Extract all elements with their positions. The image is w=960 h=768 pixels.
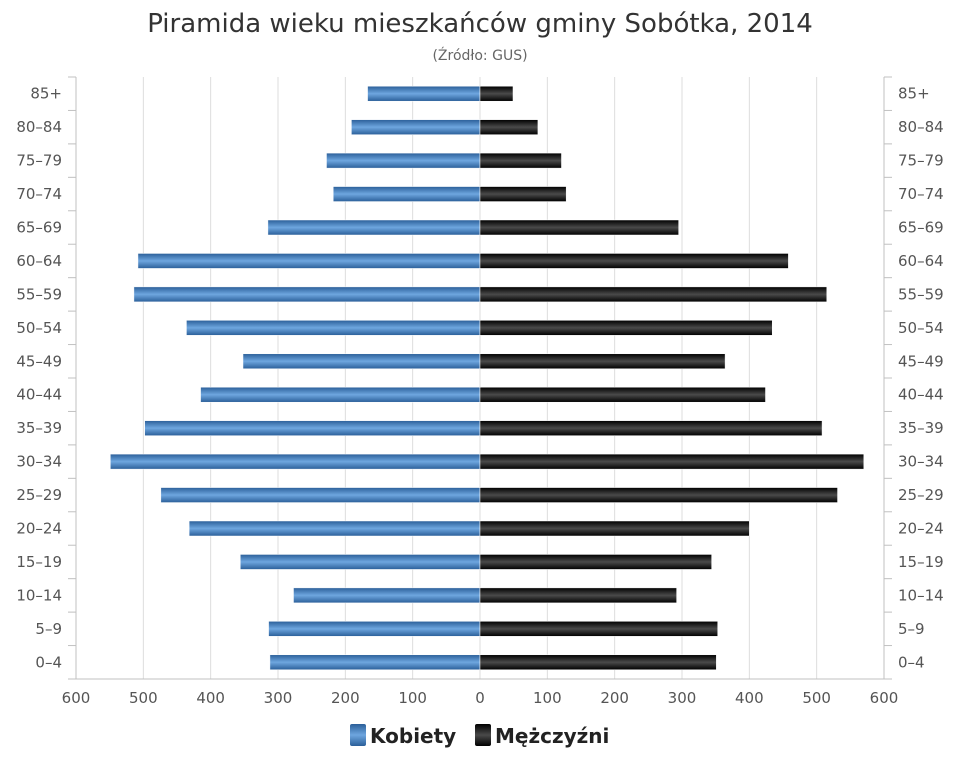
bar-kobiety[interactable]: [186, 320, 481, 336]
category-label-right: 35–39: [898, 419, 944, 437]
category-label-right: 70–74: [898, 185, 944, 203]
bar-kobiety[interactable]: [110, 453, 481, 470]
category-label-left: 0–4: [35, 653, 62, 671]
legend-swatch-kobiety[interactable]: [350, 724, 366, 746]
bar-kobiety[interactable]: [188, 520, 481, 537]
category-labels: 85+ 85+ 80–84 80–84 75–79 75–79 70–74 70–74 65–6…: [16, 85, 943, 672]
category-label-right: 45–49: [898, 352, 944, 370]
legend-label-kobiety[interactable]: Kobiety: [370, 724, 456, 748]
x-tick-label: 600: [870, 689, 899, 707]
bar-kobiety[interactable]: [242, 353, 481, 370]
bar-mezczyzni[interactable]: [479, 286, 828, 303]
category-label-left: 25–29: [16, 486, 62, 504]
bars: [110, 85, 865, 671]
x-tick-label: 300: [668, 689, 697, 707]
bar-mezczyzni[interactable]: [479, 386, 766, 403]
bar-mezczyzni[interactable]: [479, 520, 750, 537]
category-label-right: 50–54: [898, 319, 944, 337]
bar-kobiety[interactable]: [137, 253, 481, 269]
category-label-left: 65–69: [16, 219, 62, 237]
category-label-left: 30–34: [16, 453, 62, 471]
bar-kobiety[interactable]: [200, 386, 481, 403]
bar-mezczyzni[interactable]: [479, 186, 567, 202]
bar-mezczyzni[interactable]: [479, 487, 838, 503]
category-label-left: 75–79: [16, 152, 62, 170]
x-tick-label: 200: [600, 689, 629, 707]
category-label-left: 5–9: [35, 620, 62, 638]
bar-kobiety[interactable]: [133, 286, 481, 303]
category-label-left: 60–64: [16, 252, 62, 270]
category-label-left: 50–54: [16, 319, 62, 337]
bar-kobiety[interactable]: [267, 219, 481, 236]
bar-kobiety[interactable]: [351, 119, 481, 135]
x-tick-label: 300: [264, 689, 293, 707]
bar-kobiety[interactable]: [160, 487, 481, 503]
category-label-left: 85+: [30, 85, 62, 103]
x-tick-label: 600: [62, 689, 91, 707]
bar-kobiety[interactable]: [332, 186, 481, 202]
x-tick-label: 100: [398, 689, 427, 707]
x-tick-label: 200: [331, 689, 360, 707]
category-label-right: 20–24: [898, 520, 944, 538]
bar-mezczyzni[interactable]: [479, 353, 726, 370]
bar-kobiety[interactable]: [144, 420, 481, 436]
category-label-right: 25–29: [898, 486, 944, 504]
bar-mezczyzni[interactable]: [479, 152, 562, 169]
category-label-left: 45–49: [16, 352, 62, 370]
legend-label-mezczyzni[interactable]: Mężczyźni: [495, 724, 609, 748]
bar-mezczyzni[interactable]: [479, 420, 823, 436]
bar-kobiety[interactable]: [367, 85, 481, 102]
category-label-left: 15–19: [16, 553, 62, 571]
bar-mezczyzni[interactable]: [479, 453, 865, 470]
category-label-left: 20–24: [16, 520, 62, 538]
bar-mezczyzni[interactable]: [479, 253, 789, 269]
bar-mezczyzni[interactable]: [479, 119, 539, 135]
bar-mezczyzni[interactable]: [479, 554, 712, 570]
x-tick-label: 400: [196, 689, 225, 707]
category-label-right: 15–19: [898, 553, 944, 571]
category-label-left: 70–74: [16, 185, 62, 203]
x-tick-label: 500: [129, 689, 158, 707]
category-label-right: 65–69: [898, 219, 944, 237]
bar-kobiety[interactable]: [326, 152, 481, 169]
category-label-left: 55–59: [16, 285, 62, 303]
category-label-left: 35–39: [16, 419, 62, 437]
axis-frame: [68, 76, 892, 680]
bar-mezczyzni[interactable]: [479, 320, 773, 336]
chart-title: Piramida wieku mieszkańców gminy Sobótka…: [147, 9, 813, 39]
bar-mezczyzni[interactable]: [479, 587, 677, 604]
x-tick-label: 0: [475, 689, 485, 707]
x-axis-ticks: 600 500 400 300 200 100 0 100 200 300 400 500 600: [62, 689, 899, 707]
category-label-right: 10–14: [898, 586, 944, 604]
category-label-right: 30–34: [898, 453, 944, 471]
bar-mezczyzni[interactable]: [479, 219, 679, 236]
category-label-right: 0–4: [898, 653, 925, 671]
category-label-right: 60–64: [898, 252, 944, 270]
x-tick-label: 500: [802, 689, 831, 707]
x-tick-label: 100: [533, 689, 562, 707]
category-label-left: 10–14: [16, 586, 62, 604]
category-label-right: 55–59: [898, 285, 944, 303]
category-label-right: 80–84: [898, 118, 944, 136]
category-label-right: 85+: [898, 85, 930, 103]
legend-swatch-mezczyzni[interactable]: [475, 724, 491, 746]
category-label-left: 80–84: [16, 118, 62, 136]
bar-kobiety[interactable]: [268, 621, 481, 637]
category-label-left: 40–44: [16, 386, 62, 404]
bar-kobiety[interactable]: [240, 554, 481, 570]
chart-subtitle: (Źródło: GUS): [432, 46, 527, 64]
bar-kobiety[interactable]: [293, 587, 481, 604]
bar-kobiety[interactable]: [269, 654, 481, 671]
legend[interactable]: Kobiety Mężczyźni: [350, 724, 609, 748]
bar-mezczyzni[interactable]: [479, 621, 718, 637]
bar-mezczyzni[interactable]: [479, 85, 514, 102]
bar-mezczyzni[interactable]: [479, 654, 717, 671]
category-label-right: 75–79: [898, 152, 944, 170]
x-tick-label: 400: [735, 689, 764, 707]
category-label-right: 5–9: [898, 620, 925, 638]
category-label-right: 40–44: [898, 386, 944, 404]
